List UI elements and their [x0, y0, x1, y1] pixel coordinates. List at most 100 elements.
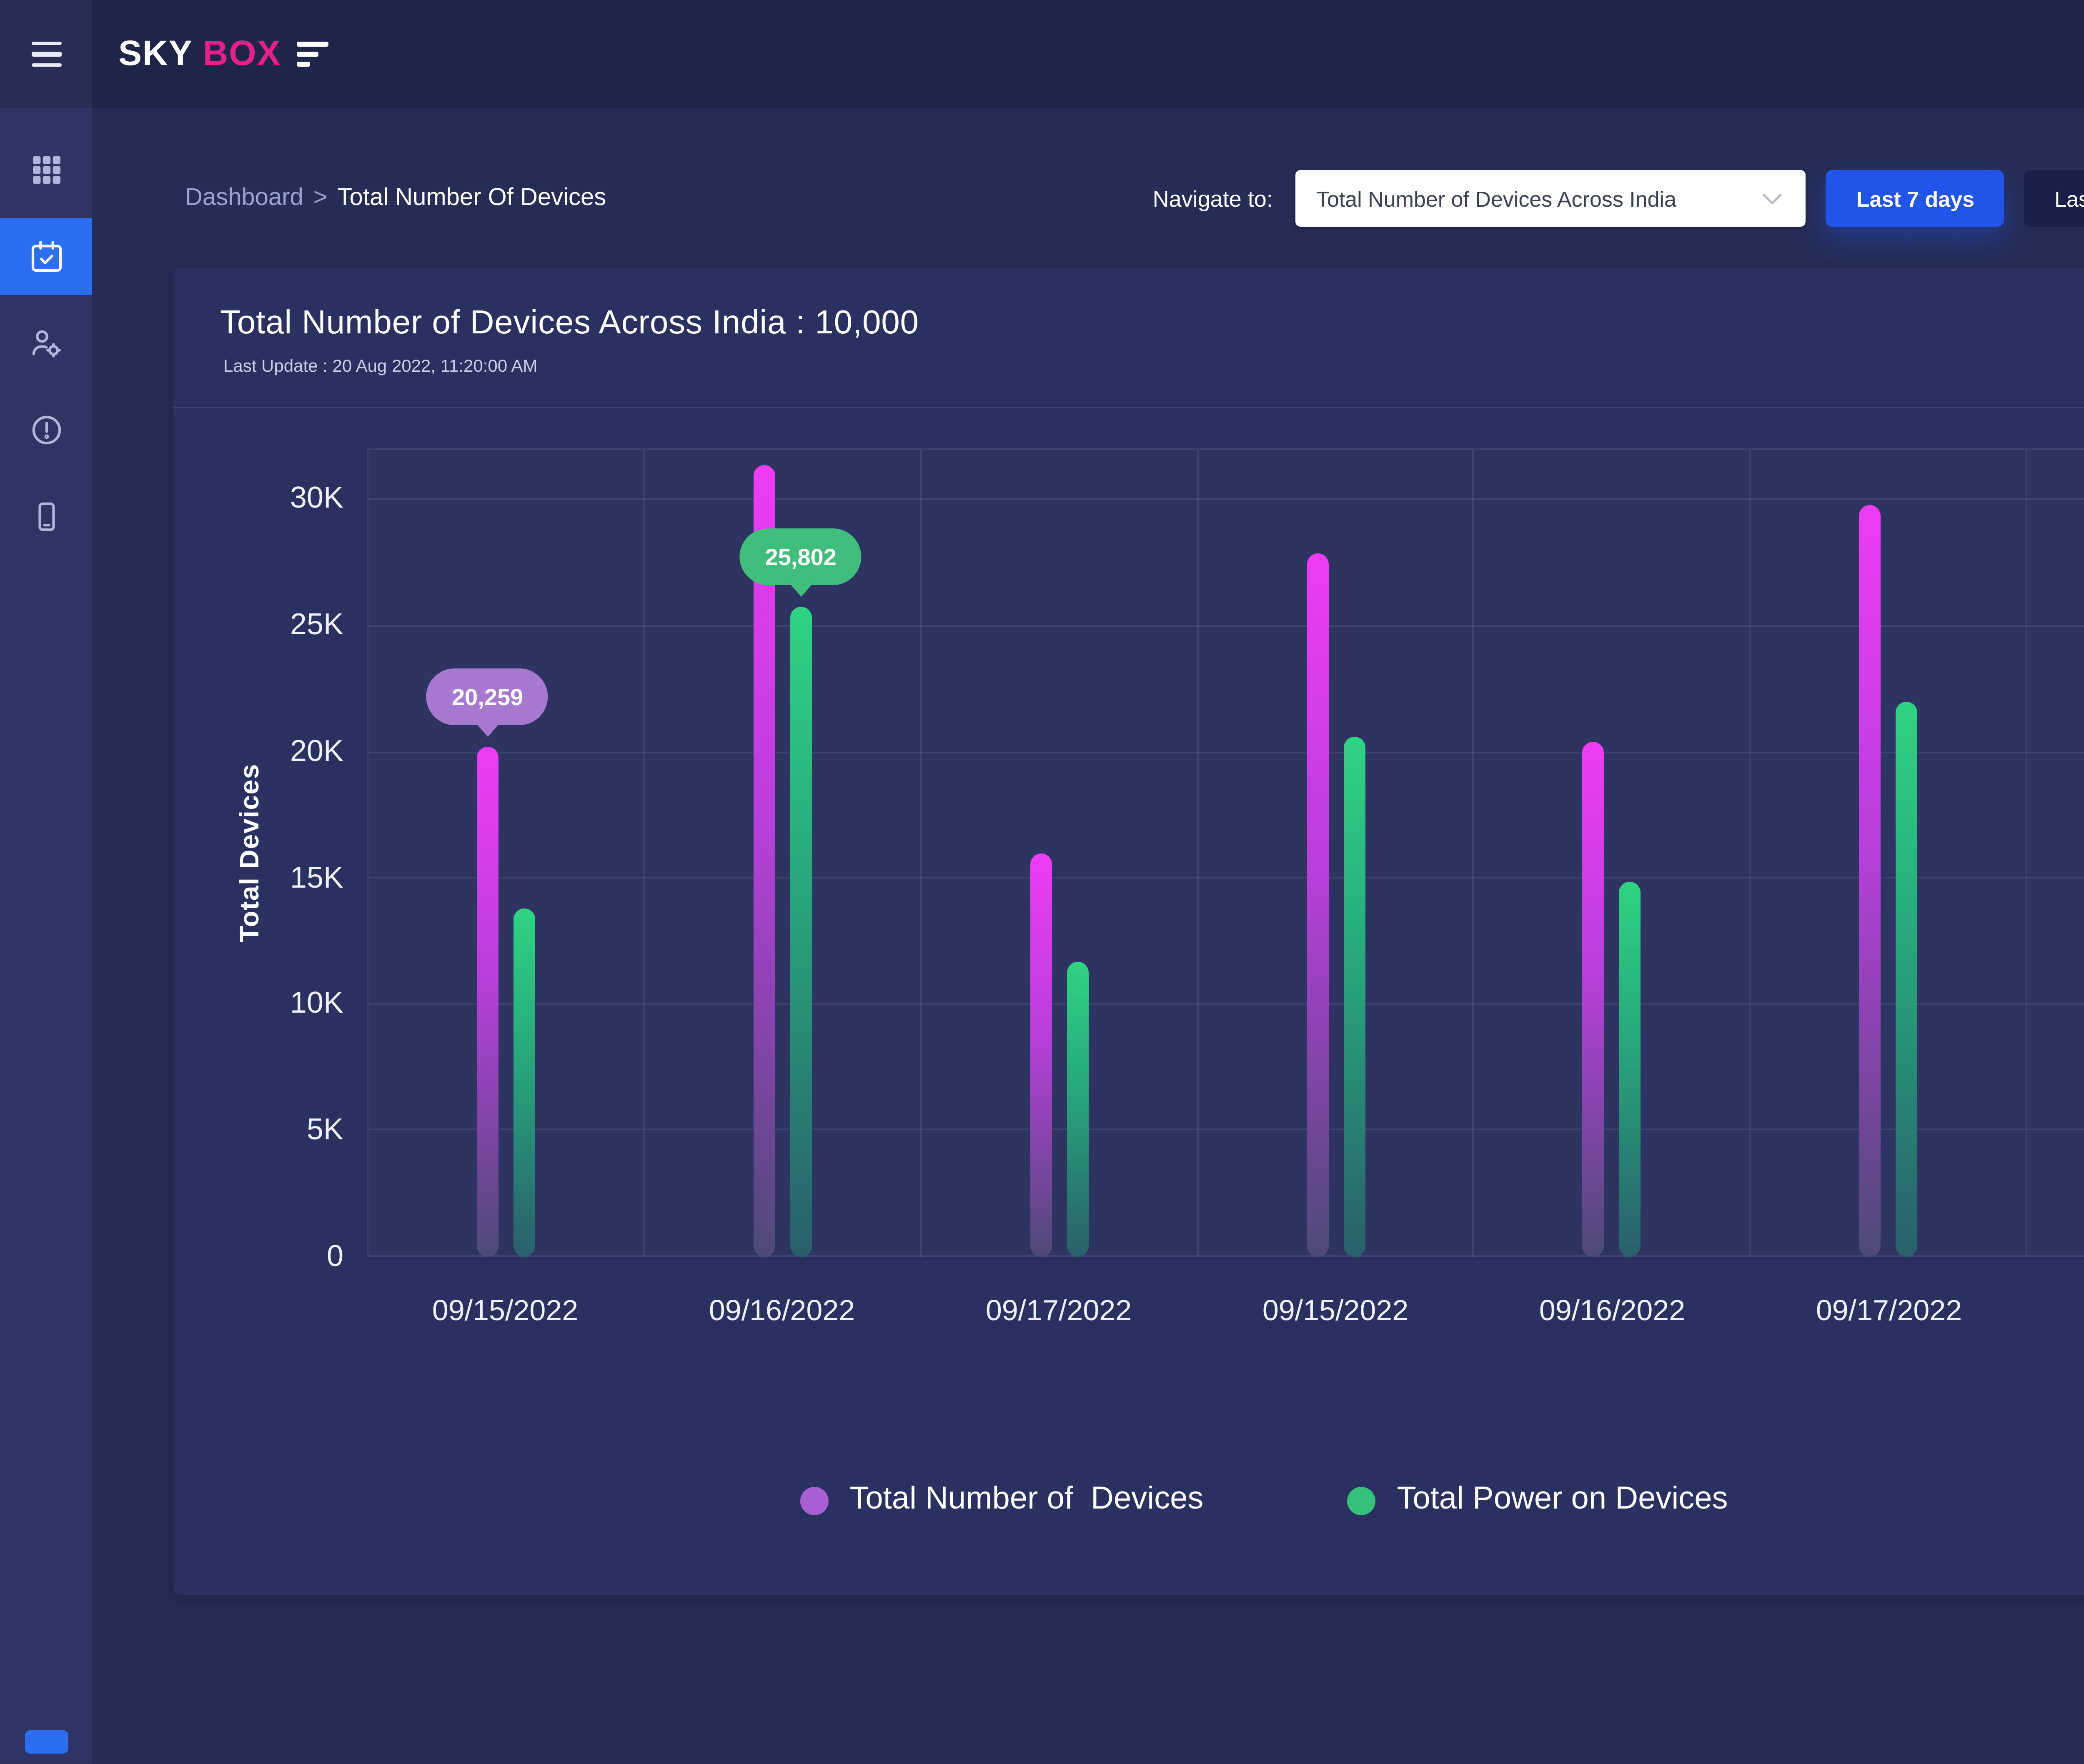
hamburger-menu-icon[interactable] — [21, 32, 71, 77]
chart-column — [2028, 450, 2084, 1257]
y-tick-label: 5K — [306, 1113, 343, 1146]
sidebar-item-dashboard[interactable] — [0, 218, 92, 295]
sidebar-item-devices[interactable] — [0, 478, 92, 555]
gridline-horizontal — [368, 751, 2084, 753]
bar-slot — [1583, 450, 1605, 1257]
gridline-horizontal — [368, 625, 2084, 627]
brand: SKY BOX — [118, 34, 328, 74]
chevron-down-icon — [1763, 194, 1783, 205]
legend-dot — [799, 1486, 828, 1514]
sort-lines-icon — [296, 42, 328, 67]
plot-area: 20,259 25,802 — [367, 448, 2084, 1257]
legend-item[interactable]: Total Power on Devices — [1347, 1482, 1728, 1519]
x-tick-label: 09/17/2022 — [1816, 1294, 1962, 1327]
card-divider — [173, 407, 2084, 408]
gridline-horizontal — [368, 1129, 2084, 1131]
bar-total-devices[interactable] — [753, 465, 775, 1257]
legend-label: Total Power on Devices — [1397, 1482, 1728, 1517]
bar-slot — [1029, 450, 1052, 1257]
x-tick-label: 09/15/2022 — [432, 1294, 579, 1327]
navigate-to-select[interactable]: Total Number of Devices Across India — [1296, 170, 1806, 227]
y-tick-label: 20K — [290, 734, 343, 768]
bar-power-on-devices[interactable] — [1896, 702, 1918, 1257]
sidebar-bottom-accent[interactable] — [24, 1731, 68, 1754]
bar-slot — [1066, 450, 1088, 1257]
brand-accent: BOX — [203, 34, 281, 73]
card-title: Total Number of Devices Across India : 1… — [220, 305, 919, 342]
chart-card: Total Number of Devices Across India : 1… — [173, 268, 2084, 1595]
sidebar-top — [0, 0, 92, 108]
bar-total-devices[interactable] — [1583, 742, 1605, 1257]
legend-label: Total Number of Devices — [849, 1482, 1204, 1517]
apps-grid-icon — [32, 156, 60, 184]
sidebar-item-user-settings[interactable] — [0, 305, 92, 382]
chart-column: 20,259 — [368, 450, 645, 1257]
brand-text: SKY BOX — [118, 34, 281, 74]
gridline-horizontal — [368, 499, 2084, 500]
brand-primary: SKY — [118, 34, 193, 73]
chart-tooltip: 20,259 — [427, 668, 549, 736]
sidebar-item-alerts[interactable] — [0, 392, 92, 468]
plot-column: 20,259 25,802 09/15/2022 09/16/2022 09/17/2… — [367, 448, 2084, 1329]
calendar-check-icon — [30, 241, 61, 272]
x-tick-label: 09/15/2022 — [1262, 1294, 1409, 1327]
chart-column — [1751, 450, 2028, 1257]
gridline-horizontal — [368, 877, 2084, 879]
y-axis: 0 5K 10K 15K 20K 25K 30K — [280, 448, 367, 1273]
gridline-horizontal — [368, 1003, 2084, 1005]
bar-chart: Total Devices 0 5K 10K 15K 20K 25K 30K 20,259 2… — [220, 448, 2084, 1519]
bar-slot: 20,259 — [427, 450, 549, 1257]
bar-power-on-devices[interactable] — [513, 909, 535, 1257]
bar-slot — [1859, 450, 1881, 1257]
bar-slot — [1306, 450, 1328, 1257]
navigate-to-label: Navigate to: — [1152, 186, 1273, 211]
bar-slot — [513, 450, 535, 1257]
bar-total-devices[interactable] — [1306, 553, 1328, 1257]
breadcrumb-dashboard-link[interactable]: Dashboard — [185, 185, 303, 212]
bar-power-on-devices[interactable] — [1343, 737, 1365, 1257]
chart-column — [922, 450, 1198, 1257]
legend-dot — [1347, 1486, 1375, 1514]
bar-power-on-devices[interactable] — [790, 606, 812, 1257]
x-tick-label: 09/17/2022 — [985, 1294, 1132, 1327]
toolbar: Dashboard > Total Number Of Devices Navi… — [173, 165, 2084, 232]
bar-power-on-devices[interactable] — [1066, 962, 1088, 1257]
x-tick-label: 09/16/2022 — [1539, 1294, 1686, 1327]
device-icon — [38, 502, 54, 531]
bar-total-devices[interactable] — [1029, 853, 1052, 1257]
bar-slot — [1896, 450, 1918, 1257]
gridline-horizontal — [368, 1255, 2084, 1257]
bar-slot: 25,802 — [740, 450, 862, 1257]
x-tick-label: 09/16/2022 — [709, 1294, 855, 1327]
last-7-days-button[interactable]: Last 7 days — [1826, 170, 2005, 227]
bar-slot — [753, 450, 775, 1257]
x-tick-label: 09/18/2022 — [2027, 1294, 2084, 1329]
tooltip-pointer — [789, 583, 813, 596]
sidebar — [0, 0, 92, 1764]
chart-column — [1198, 450, 1475, 1257]
breadcrumb-current: Total Number Of Devices — [337, 185, 606, 212]
y-tick-label: 15K — [290, 860, 343, 894]
breadcrumb-separator: > — [313, 185, 328, 212]
bar-power-on-devices[interactable] — [1619, 881, 1641, 1257]
y-tick-label: 25K — [290, 608, 343, 641]
bar-total-devices[interactable] — [1859, 505, 1881, 1257]
last-30-days-button[interactable]: Last 30 days — [2024, 170, 2084, 227]
legend-item[interactable]: Total Number of Devices — [799, 1482, 1203, 1519]
y-tick-label: 0 — [326, 1239, 343, 1273]
bar-slot — [1343, 450, 1365, 1257]
breadcrumb: Dashboard > Total Number Of Devices — [173, 185, 606, 212]
navigate-to-selected-value: Total Number of Devices Across India — [1316, 186, 1676, 211]
chart-column — [1475, 450, 1751, 1257]
chart-legend: Total Number of Devices Total Power on De… — [223, 1482, 2084, 1519]
sidebar-item-apps[interactable] — [0, 132, 92, 208]
sidebar-nav — [0, 132, 92, 565]
y-tick-label: 30K — [290, 481, 343, 515]
user-settings-icon — [31, 330, 60, 358]
chart-column: 25,802 — [645, 450, 922, 1257]
main-area: SKY BOX 22 — [92, 0, 2084, 1764]
last-update-text: Last Update : 20 Aug 2022, 11:20:00 AM — [223, 357, 538, 377]
topbar: SKY BOX 22 — [92, 0, 2084, 108]
bar-total-devices[interactable] — [476, 746, 498, 1257]
